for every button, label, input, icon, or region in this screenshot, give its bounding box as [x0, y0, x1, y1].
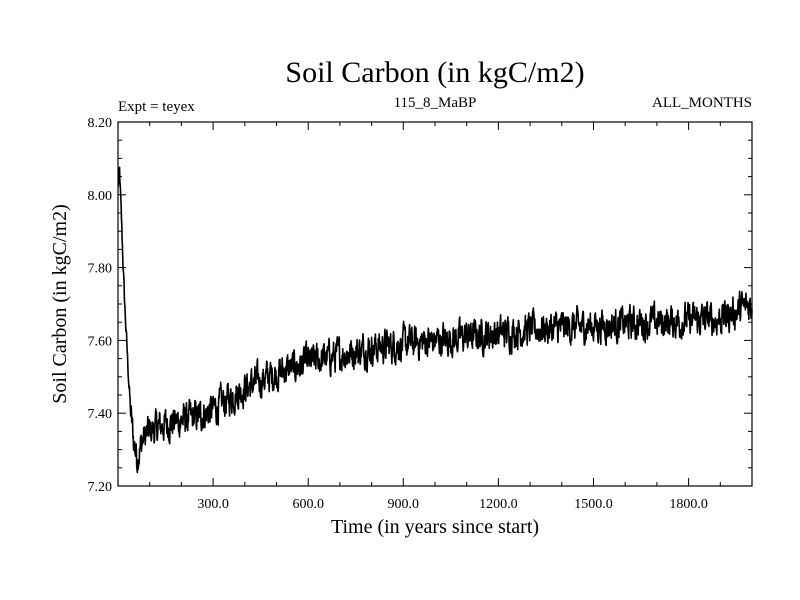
plot-frame — [117, 121, 753, 487]
subtitle-months: ALL_MONTHS — [652, 95, 752, 111]
subtitle-experiment: Expt = teyex — [118, 99, 195, 115]
y-tick-label: 7.80 — [88, 262, 113, 277]
ticks-layer: 300.0 600.0 900.0 1200.0 1500.0 1800.0 7.20 7.4… — [88, 116, 752, 512]
y-axis-label: Soil Carbon (in kgC/m2) — [49, 204, 71, 403]
subtitle-period: 115_8_MaBP — [394, 95, 477, 111]
series-line — [117, 166, 753, 474]
x-tick-label: 1200.0 — [479, 497, 518, 512]
y-tick-label: 8.00 — [88, 189, 113, 204]
x-tick-label: 900.0 — [388, 497, 420, 512]
y-tick-label: 7.60 — [88, 334, 113, 349]
x-axis-label: Time (in years since start) — [331, 516, 539, 538]
y-tick-label: 8.20 — [88, 116, 113, 131]
y-tick-label: 7.20 — [88, 480, 113, 495]
chart-title: Soil Carbon (in kgC/m2) — [285, 56, 584, 89]
x-tick-label: 300.0 — [197, 497, 229, 512]
y-tick-label: 7.40 — [88, 407, 113, 422]
x-tick-label: 600.0 — [292, 497, 324, 512]
series-layer — [117, 166, 753, 474]
x-tick-label: 1500.0 — [574, 497, 613, 512]
x-tick-label: 1800.0 — [669, 497, 708, 512]
